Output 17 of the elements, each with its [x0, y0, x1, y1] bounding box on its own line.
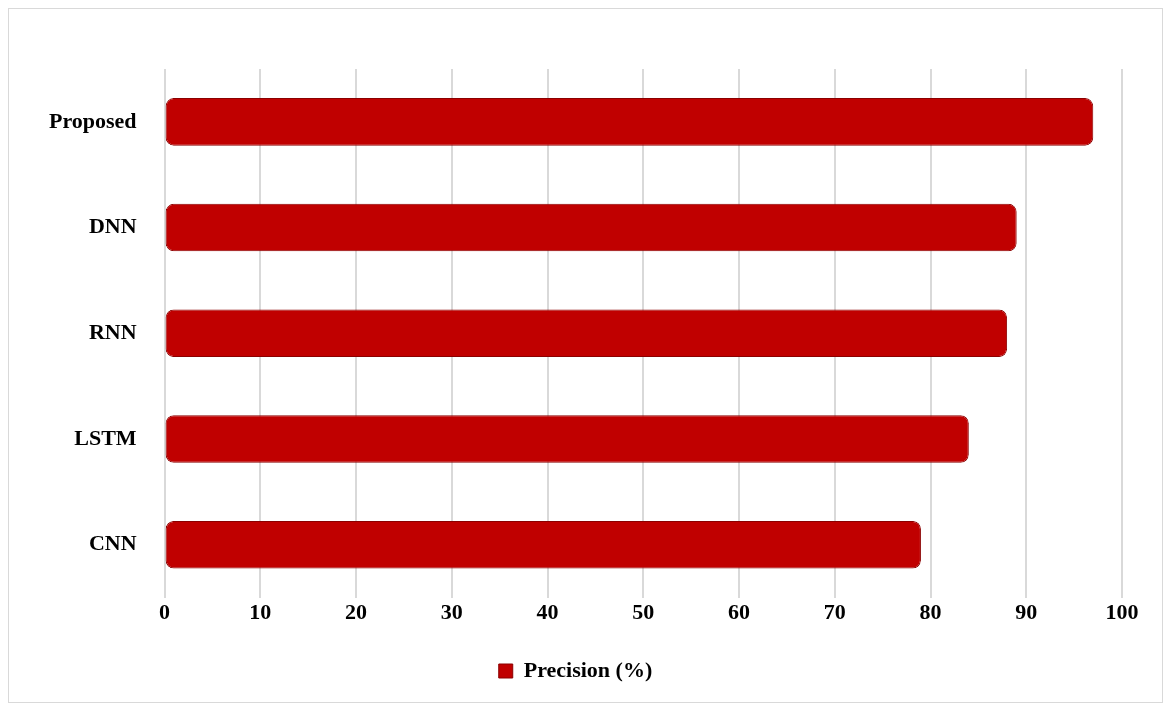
- x-tick-label: 40: [536, 599, 559, 625]
- x-tick-label: 60: [728, 599, 751, 625]
- x-tick-label: 90: [1015, 599, 1038, 625]
- x-tick-label: 0: [159, 599, 171, 625]
- x-tick-label: 50: [632, 599, 655, 625]
- y-tick-label: LSTM: [74, 424, 137, 450]
- x-tick-label: 70: [823, 599, 846, 625]
- x-tick-label: 10: [249, 599, 272, 625]
- x-tick-label: 100: [1105, 599, 1139, 625]
- x-tick-label: 80: [919, 599, 942, 625]
- y-tick-label: DNN: [88, 213, 137, 239]
- x-tick-label: 30: [440, 599, 463, 625]
- y-tick-label: RNN: [88, 318, 137, 344]
- y-tick-label: CNN: [88, 530, 137, 556]
- x-tick-label: 20: [345, 599, 368, 625]
- legend-label: Precision (%): [523, 656, 653, 682]
- y-tick-label: Proposed: [48, 107, 137, 133]
